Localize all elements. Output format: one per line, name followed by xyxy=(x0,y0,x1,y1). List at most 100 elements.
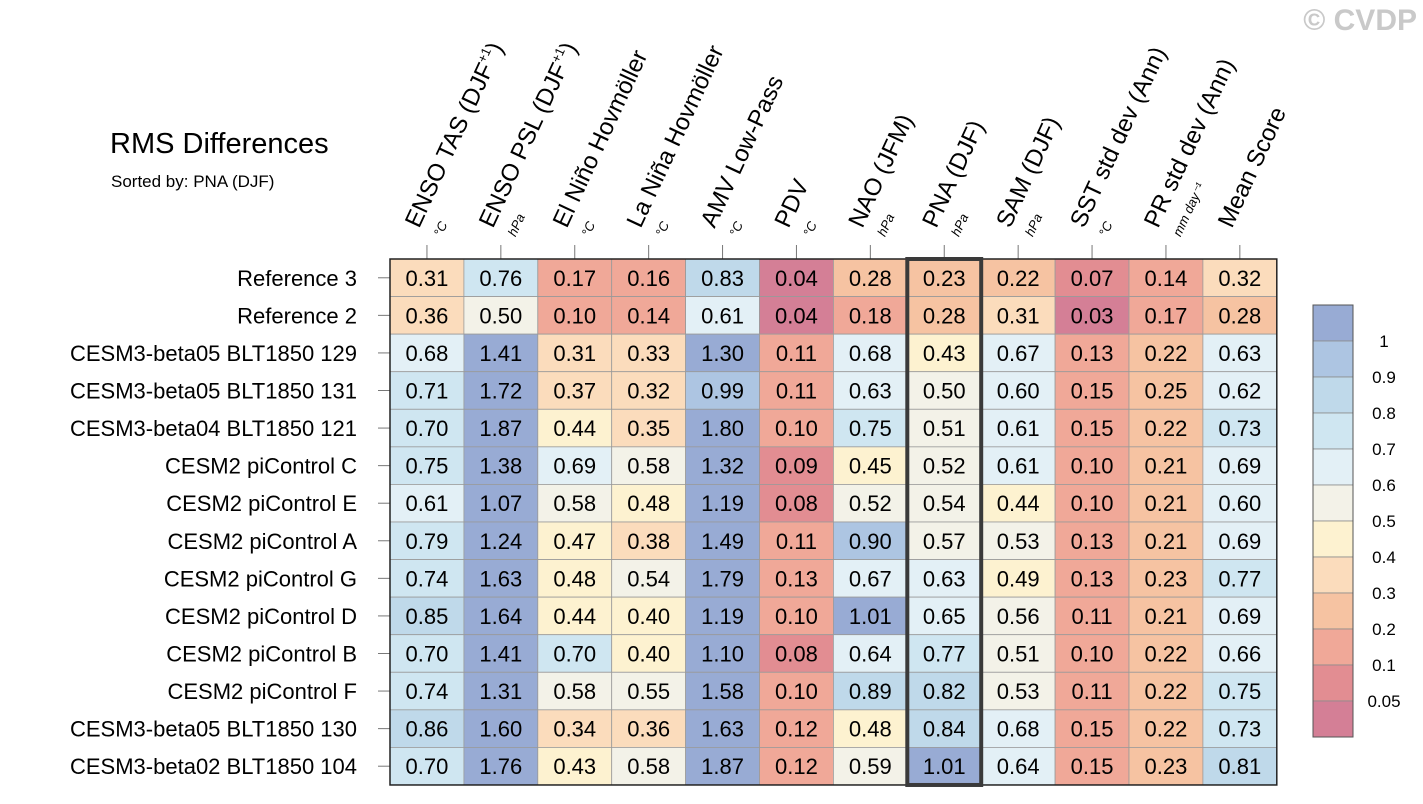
cell-value-label: 0.21 xyxy=(1145,491,1188,516)
cell-value-label: 0.61 xyxy=(701,303,744,328)
cell-value-label: 0.18 xyxy=(849,303,892,328)
column-label: Mean Score xyxy=(1213,103,1292,232)
cell-value-label: 0.11 xyxy=(1071,679,1112,704)
cell-value-label: 0.10 xyxy=(1071,641,1114,666)
heatmap-cell xyxy=(1054,446,1130,485)
heatmap-cell xyxy=(833,371,908,410)
cell-value-label: 0.63 xyxy=(1218,341,1261,366)
cell-value-label: 0.15 xyxy=(1071,754,1114,779)
heatmap-cell xyxy=(980,296,1056,335)
heatmap-cell xyxy=(833,333,908,373)
column-unit: hPa xyxy=(948,211,971,238)
cell-value-label: 1.63 xyxy=(479,566,522,591)
cell-value-label: 0.82 xyxy=(923,679,966,704)
heatmap-cell xyxy=(611,634,687,673)
cell-value-label: 0.13 xyxy=(1071,529,1114,554)
cell-value-label: 0.22 xyxy=(1145,717,1188,742)
heatmap-cell xyxy=(1202,671,1278,711)
heatmap-cell xyxy=(980,484,1056,523)
cell-value-label: 0.15 xyxy=(1071,378,1114,403)
cell-value-label: 1.30 xyxy=(701,341,744,366)
heatmap-cell xyxy=(389,671,465,711)
heatmap-cell xyxy=(1202,446,1278,485)
cell-value-label: 1.01 xyxy=(923,754,966,779)
cell-value-label: 0.85 xyxy=(406,604,449,629)
colorbar-tick-label: 0.7 xyxy=(1372,440,1396,459)
cell-value-label: 1.72 xyxy=(479,378,522,403)
cell-value-label: 0.40 xyxy=(627,641,670,666)
cell-value-label: 0.48 xyxy=(849,717,892,742)
heatmap-cell xyxy=(685,559,760,598)
colorbar-tick-label: 0.2 xyxy=(1372,620,1396,639)
column-label: SAM (DJF) xyxy=(991,113,1066,232)
cell-value-label: 0.84 xyxy=(923,717,966,742)
heatmap-cell xyxy=(463,446,539,485)
cell-value-label: 0.12 xyxy=(775,717,818,742)
cell-value-label: 0.31 xyxy=(997,303,1040,328)
cell-value-label: 0.28 xyxy=(923,303,966,328)
cell-value-label: 0.10 xyxy=(553,303,596,328)
heatmap-cell xyxy=(611,521,687,560)
heatmap-cell xyxy=(1054,747,1130,786)
heatmap-cell xyxy=(1128,709,1204,748)
row-label: CESM2 piControl E xyxy=(166,491,357,516)
heatmap-cell xyxy=(685,408,760,448)
heatmap-cell xyxy=(906,596,982,636)
heatmap-cell xyxy=(1128,559,1204,598)
heatmap-cell xyxy=(833,671,908,711)
cell-value-label: 0.75 xyxy=(1218,679,1261,704)
cell-value-label: 0.67 xyxy=(997,341,1040,366)
colorbar-segment xyxy=(1312,628,1354,666)
cell-value-label: 0.40 xyxy=(627,604,670,629)
heatmap-cell xyxy=(906,671,982,711)
cell-value-label: 0.76 xyxy=(479,266,522,291)
cell-value-label: 0.49 xyxy=(997,566,1040,591)
table-row: 0.61 1.07 0.58 0.48 1.19 0.08 0.52 0.54 0.44 0.10… xyxy=(389,484,1278,523)
heatmap-cell xyxy=(463,671,539,711)
cell-value-label: 0.60 xyxy=(997,378,1040,403)
row-label: CESM2 piControl G xyxy=(164,566,357,591)
cell-value-label: 0.44 xyxy=(553,604,596,629)
cell-value-label: 0.43 xyxy=(923,341,966,366)
table-row: 0.71 1.72 0.37 0.32 0.99 0.11 0.63 0.50 0.60 0.15… xyxy=(389,371,1278,410)
cell-value-label: 0.22 xyxy=(1145,679,1188,704)
heatmap-cell xyxy=(1128,333,1204,373)
cell-value-label: 0.11 xyxy=(1071,604,1112,629)
colorbar-tick-label: 1 xyxy=(1379,332,1388,351)
heatmap-cell xyxy=(537,634,613,673)
cell-value-label: 0.61 xyxy=(997,416,1040,441)
column-unit: °C xyxy=(578,218,598,238)
colorbar-segment xyxy=(1312,520,1354,558)
column-unit: °C xyxy=(652,218,672,238)
cell-value-label: 0.77 xyxy=(1218,566,1261,591)
cell-value-label: 0.89 xyxy=(849,679,892,704)
cell-value-label: 0.69 xyxy=(553,454,596,479)
heatmap-cell xyxy=(1202,333,1278,373)
heatmap-cell xyxy=(980,747,1056,786)
cell-value-label: 0.21 xyxy=(1145,454,1188,479)
cell-value-label: 0.13 xyxy=(1071,566,1114,591)
heatmap-cell xyxy=(463,333,539,373)
cell-value-label: 0.12 xyxy=(775,754,818,779)
cell-value-label: 0.34 xyxy=(553,717,596,742)
heatmap-cell xyxy=(611,371,687,410)
cell-value-label: 0.11 xyxy=(776,529,817,554)
cell-value-label: 0.68 xyxy=(997,717,1040,742)
heatmap-cell xyxy=(611,709,687,748)
heatmap-cell xyxy=(980,446,1056,485)
heatmap-cell xyxy=(906,634,982,673)
heatmap-cell xyxy=(1202,559,1278,598)
colorbar-segment xyxy=(1312,700,1354,738)
colorbar-tick-label: 0.5 xyxy=(1372,512,1396,531)
cell-value-label: 0.53 xyxy=(997,679,1040,704)
heatmap-cell xyxy=(833,446,908,485)
cell-value-label: 0.17 xyxy=(1145,303,1188,328)
heatmap-cell xyxy=(611,258,687,297)
cell-value-label: 0.70 xyxy=(553,641,596,666)
heatmap-cell xyxy=(1202,371,1278,410)
cell-value-label: 0.64 xyxy=(997,754,1040,779)
cell-value-label: 0.86 xyxy=(406,717,449,742)
cell-value-label: 0.50 xyxy=(479,303,522,328)
sorted-column-highlight xyxy=(905,257,984,787)
